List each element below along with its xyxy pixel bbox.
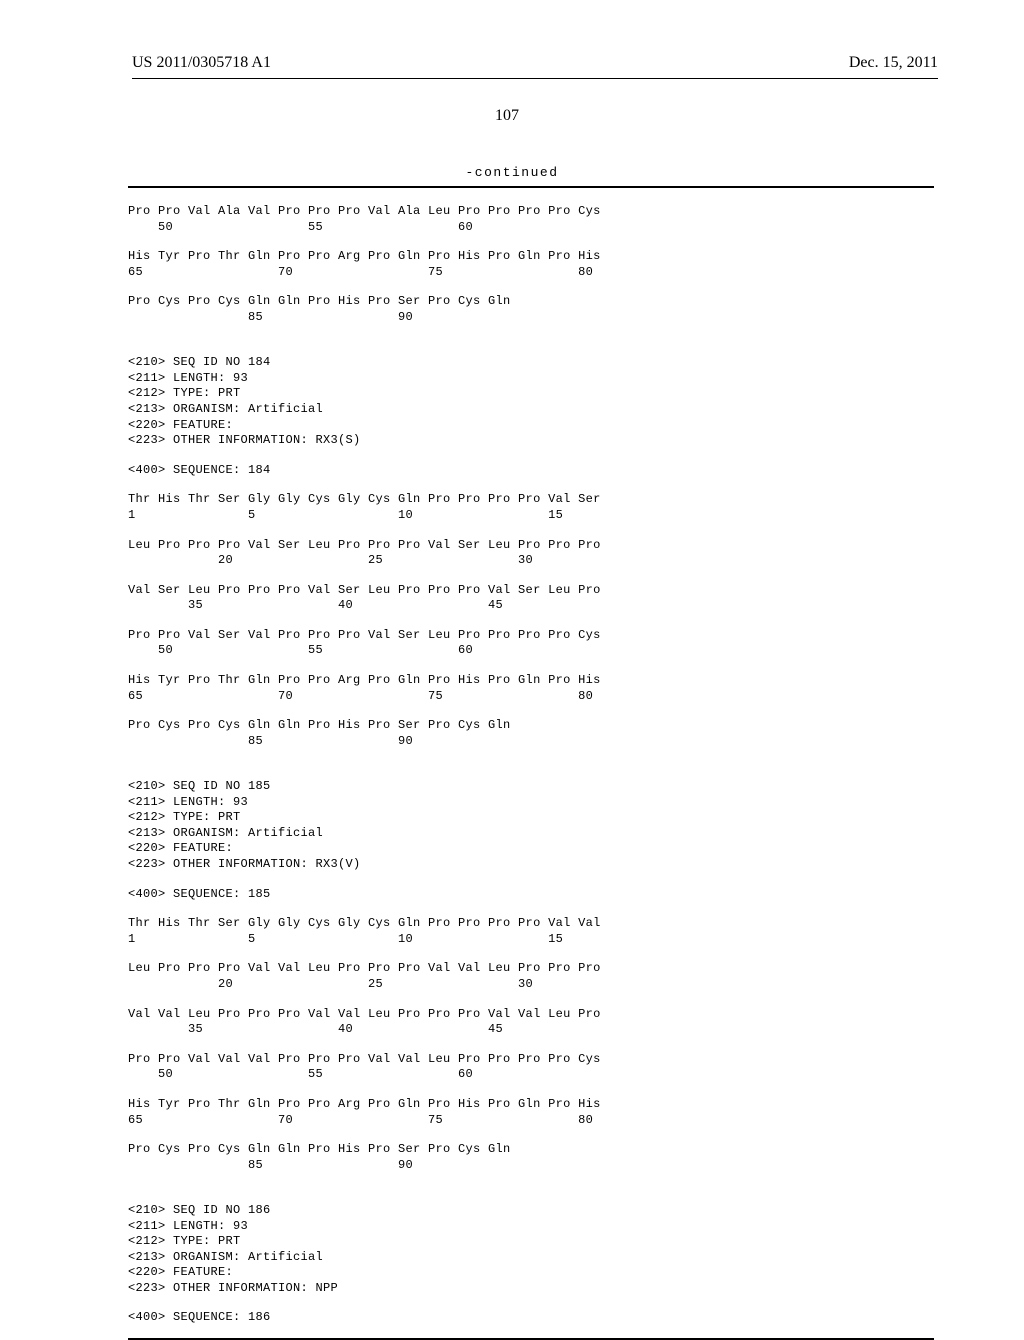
header-divider (132, 78, 938, 79)
continued-label: -continued (0, 165, 1024, 180)
sequence-block: <400> SEQUENCE: 184 (128, 463, 934, 479)
sequence-block: Thr His Thr Ser Gly Gly Cys Gly Cys Gln … (128, 492, 934, 523)
sequence-block: Pro Pro Val Ser Val Pro Pro Pro Val Ser … (128, 628, 934, 659)
sequence-block: Pro Cys Pro Cys Gln Gln Pro His Pro Ser … (128, 718, 934, 749)
page-number: 107 (0, 107, 1024, 125)
sequence-block: His Tyr Pro Thr Gln Pro Pro Arg Pro Gln … (128, 1097, 934, 1128)
sequence-block: <400> SEQUENCE: 185 (128, 887, 934, 903)
sequence-block: Val Ser Leu Pro Pro Pro Val Ser Leu Pro … (128, 583, 934, 614)
sequence-block: Leu Pro Pro Pro Val Val Leu Pro Pro Pro … (128, 961, 934, 992)
sequence-block: His Tyr Pro Thr Gln Pro Pro Arg Pro Gln … (128, 673, 934, 704)
sequence-listing: Pro Pro Val Ala Val Pro Pro Pro Val Ala … (0, 188, 1024, 1338)
sequence-block: Val Val Leu Pro Pro Pro Val Val Leu Pro … (128, 1007, 934, 1038)
publication-number: US 2011/0305718 A1 (132, 54, 271, 72)
sequence-block: Leu Pro Pro Pro Val Ser Leu Pro Pro Pro … (128, 538, 934, 569)
sequence-block: <400> SEQUENCE: 186 (128, 1310, 934, 1326)
sequence-block: Pro Cys Pro Cys Gln Gln Pro His Pro Ser … (128, 294, 934, 325)
sequence-block: His Tyr Pro Thr Gln Pro Pro Arg Pro Gln … (128, 249, 934, 280)
sequence-block: Thr His Thr Ser Gly Gly Cys Gly Cys Gln … (128, 916, 934, 947)
sequence-block: Pro Pro Val Ala Val Pro Pro Pro Val Ala … (128, 204, 934, 235)
sequence-block: Pro Cys Pro Cys Gln Gln Pro His Pro Ser … (128, 1142, 934, 1173)
sequence-block: <210> SEQ ID NO 185 <211> LENGTH: 93 <21… (128, 763, 934, 872)
page-header: US 2011/0305718 A1 Dec. 15, 2011 (0, 54, 1024, 78)
sequence-block: <210> SEQ ID NO 186 <211> LENGTH: 93 <21… (128, 1187, 934, 1296)
publication-date: Dec. 15, 2011 (849, 54, 938, 72)
sequence-block: <210> SEQ ID NO 184 <211> LENGTH: 93 <21… (128, 340, 934, 449)
sequence-block: Pro Pro Val Val Val Pro Pro Pro Val Val … (128, 1052, 934, 1083)
